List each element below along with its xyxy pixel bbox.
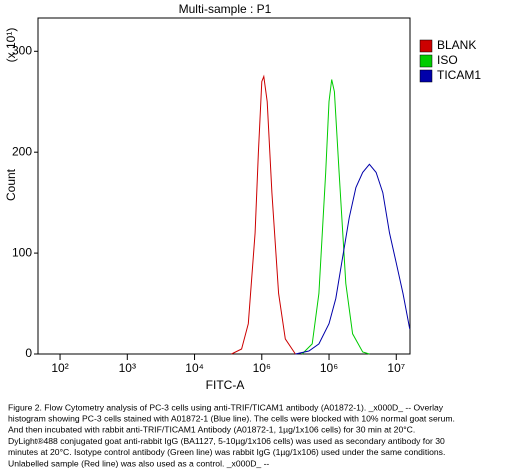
caption-line: minutes at 20°C. Isotype control antibod…: [8, 447, 445, 457]
x-tick-label: 10³: [119, 361, 136, 375]
histogram-line: [295, 163, 411, 355]
legend-label: BLANK: [437, 38, 476, 52]
caption-line: And then incubated with rabbit anti-TRIF…: [8, 425, 415, 435]
histogram-line: [301, 79, 370, 355]
legend-swatch: [419, 69, 433, 83]
y-tick-label: 100: [12, 245, 32, 259]
y-tick-label: 300: [12, 43, 32, 57]
caption-line: histogram showing PC-3 cells stained wit…: [8, 413, 455, 423]
legend-swatch: [419, 54, 433, 68]
caption-line: Unlabelled sample (Red line) was also us…: [8, 458, 269, 468]
histogram-line: [231, 74, 296, 355]
legend-swatch: [419, 39, 433, 53]
x-axis-label: FITC-A: [206, 378, 245, 392]
x-tick-label: 10⁷: [387, 361, 405, 375]
y-axis-label: Count: [4, 168, 18, 201]
y-tick-label: 0: [25, 346, 32, 360]
caption-line: DyLight®488 conjugated goat anti-rabbit …: [8, 436, 445, 446]
x-tick-label: 10⁶: [320, 361, 338, 375]
caption-line: Figure 2. Flow Cytometry analysis of PC-…: [8, 402, 444, 412]
x-tick-label: 10²: [51, 361, 68, 375]
chart-title: Multi-sample : P1: [179, 2, 272, 16]
x-tick-label: 10⁴: [185, 361, 204, 375]
plot-frame: [37, 17, 411, 355]
x-tick-label: 10⁶: [253, 361, 271, 375]
legend-label: TICAM1: [437, 68, 481, 82]
legend-label: ISO: [437, 53, 458, 67]
y-multiplier: (x 10¹): [4, 28, 18, 63]
y-tick-label: 200: [12, 144, 32, 158]
